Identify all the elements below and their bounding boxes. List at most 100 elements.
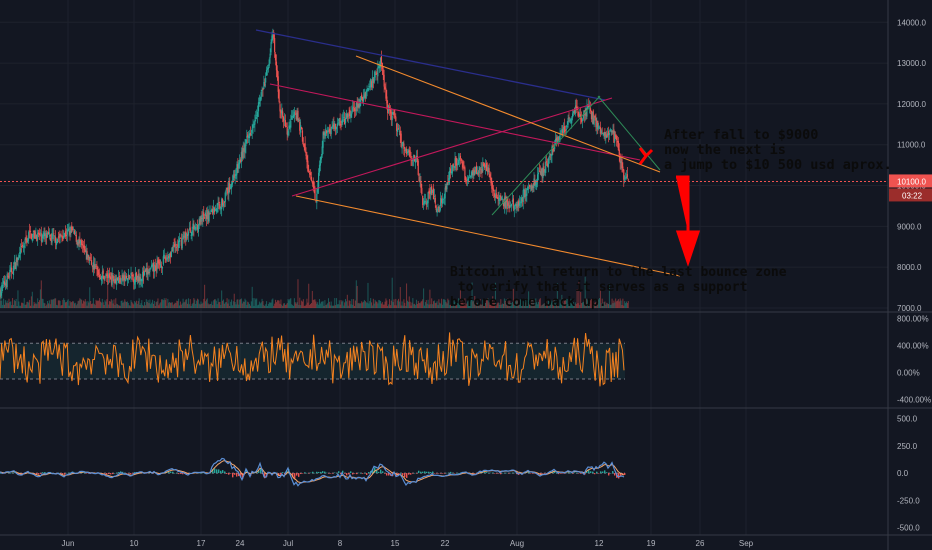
candle-body-640 xyxy=(573,109,575,113)
volume-bar-320 xyxy=(286,302,288,308)
candle-body-297 xyxy=(265,69,268,76)
candle-body-8 xyxy=(6,274,8,288)
candle-body-629 xyxy=(563,125,566,133)
volume-bar-279 xyxy=(249,305,251,308)
candle-body-140 xyxy=(125,275,127,282)
volume-bar-396 xyxy=(354,300,356,308)
candle-body-581 xyxy=(520,197,523,204)
candle-body-67 xyxy=(59,233,61,238)
macd-tick-label-3: -250.0 xyxy=(897,496,920,505)
macd-hist-bar-104 xyxy=(104,473,106,474)
volume-bar-414 xyxy=(371,302,373,308)
volume-bar-37 xyxy=(32,305,34,308)
candle-body-573 xyxy=(513,205,515,211)
candle-body-143 xyxy=(127,274,129,278)
candle-body-671 xyxy=(601,132,603,134)
macd-hist-bar-312 xyxy=(312,471,314,474)
candle-body-672 xyxy=(602,133,604,135)
volume-bar-23 xyxy=(20,305,22,308)
volume-bar-127 xyxy=(113,299,115,308)
annotation-support[interactable]: Bitcoin will return to the last bounce z… xyxy=(450,265,787,310)
volume-bar-49 xyxy=(43,302,45,308)
volume-bar-589 xyxy=(528,291,530,308)
volume-bar-439 xyxy=(393,299,395,308)
candle-body-520 xyxy=(466,180,468,182)
candle-body-58 xyxy=(51,233,53,243)
candle-body-114 xyxy=(101,272,103,279)
volume-bar-398 xyxy=(356,285,358,308)
volume-bar-655 xyxy=(587,300,589,308)
volume-bar-444 xyxy=(397,298,399,308)
candle-body-384 xyxy=(344,118,346,125)
candle-body-622 xyxy=(557,137,559,141)
volume-bar-202 xyxy=(180,304,182,308)
candle-body-246 xyxy=(220,207,222,209)
volume-bar-387 xyxy=(346,294,348,308)
volume-bar-171 xyxy=(152,303,154,308)
candle-body-102 xyxy=(90,260,93,265)
macd-hist-bar-12 xyxy=(12,472,14,474)
candle-body-639 xyxy=(572,111,575,114)
volume-bar-57 xyxy=(50,299,52,308)
volume-bar-192 xyxy=(171,302,173,308)
candle-body-54 xyxy=(47,231,50,234)
macd-hist-bar-576 xyxy=(576,472,578,474)
volume-bar-152 xyxy=(135,300,137,308)
macd-hist-bar-424 xyxy=(424,471,426,474)
volume-bar-443 xyxy=(397,300,399,308)
volume-bar-275 xyxy=(246,304,248,308)
candle-body-167 xyxy=(149,268,151,272)
candle-body-590 xyxy=(528,184,531,187)
volume-bar-388 xyxy=(347,305,349,308)
candle-body-295 xyxy=(264,84,266,86)
volume-bar-437 xyxy=(391,277,393,308)
volume-bar-246 xyxy=(220,304,222,308)
candle-body-281 xyxy=(251,128,253,133)
macd-hist-bar-128 xyxy=(128,473,130,474)
candle-body-609 xyxy=(545,161,548,163)
macd-hist-bar-62 xyxy=(62,473,64,475)
volume-bar-15 xyxy=(12,304,14,308)
candle-body-362 xyxy=(324,132,326,137)
price-tick-label-3: 11000.0 xyxy=(897,141,926,150)
candle-body-670 xyxy=(600,130,602,134)
candle-body-490 xyxy=(439,207,441,210)
macd-hist-bar-322 xyxy=(322,471,324,474)
volume-bar-248 xyxy=(222,300,224,308)
candle-body-694 xyxy=(622,166,624,171)
price-tick-label-0: 14000.0 xyxy=(897,18,926,27)
volume-bar-673 xyxy=(603,302,605,308)
candle-body-400 xyxy=(358,103,360,108)
candle-body-385 xyxy=(344,117,347,123)
macd-hist-bar-36 xyxy=(36,473,38,475)
candle-body-126 xyxy=(112,275,114,279)
macd-hist-bar-334 xyxy=(334,472,336,474)
volume-bar-402 xyxy=(360,303,362,308)
candle-body-215 xyxy=(192,223,194,229)
candle-body-495 xyxy=(443,196,445,199)
volume-bar-330 xyxy=(295,303,297,308)
candle-body-60 xyxy=(53,233,55,235)
candle-body-128 xyxy=(114,278,116,283)
volume-bar-553 xyxy=(495,305,497,308)
macd-hist-bar-86 xyxy=(86,473,88,474)
volume-bar-102 xyxy=(91,304,93,308)
volume-bar-698 xyxy=(625,301,627,308)
macd-hist-bar-570 xyxy=(570,472,572,474)
volume-bar-689 xyxy=(617,299,619,308)
annotation-jump[interactable]: After fall to $9000 now the next is a ju… xyxy=(664,127,892,173)
macd-hist-bar-474 xyxy=(474,473,476,474)
volume-bar-397 xyxy=(355,280,357,308)
macd-hist-bar-452 xyxy=(452,472,454,474)
macd-hist-bar-332 xyxy=(332,473,334,474)
macd-hist-bar-302 xyxy=(302,473,304,474)
candle-body-14 xyxy=(11,272,14,274)
volume-bar-671 xyxy=(601,298,603,308)
candle-body-313 xyxy=(280,110,282,114)
volume-bar-329 xyxy=(294,302,296,308)
candle-body-209 xyxy=(186,234,189,237)
volume-bar-345 xyxy=(309,304,311,308)
volume-bar-126 xyxy=(112,303,114,308)
candle-body-346 xyxy=(309,172,312,176)
